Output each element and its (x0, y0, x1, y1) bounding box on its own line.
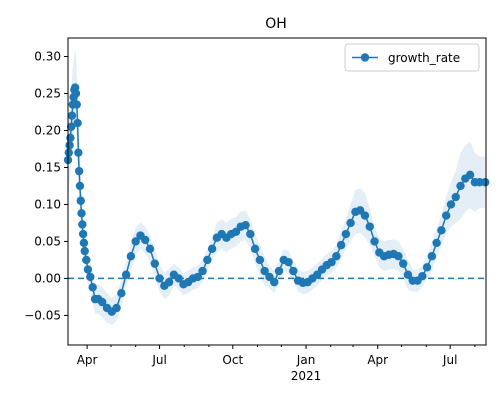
growth-rate-point (432, 238, 441, 248)
growth-rate-point (82, 255, 91, 265)
legend-marker (360, 53, 370, 62)
growth-rate-point (422, 263, 432, 272)
y-tick-label: 0.05 (34, 234, 61, 248)
growth-rate-point (456, 181, 465, 191)
plot-frame (67, 37, 487, 346)
axes-layer: −0.05 0.00 0.05 0.10 0.15 0.20 0.25 0.30 Apr Jul O… (24, 37, 487, 383)
growth-rate-point (336, 240, 346, 250)
growth-rate-point (80, 246, 89, 256)
growth-rate-point (86, 272, 95, 282)
growth-rate-point (481, 178, 490, 187)
growth-rate-point (71, 89, 81, 98)
growth-rate-point (370, 237, 379, 246)
growth-rate-point (155, 274, 164, 283)
growth-rate-point (365, 222, 374, 231)
growth-rate-point (98, 297, 107, 307)
y-tick-label: 0.30 (34, 49, 61, 63)
growth-rate-point (145, 244, 155, 254)
growth-rate-point (174, 274, 183, 283)
series-layer (63, 83, 490, 316)
growth-rate-point (65, 141, 74, 150)
growth-rate-point (79, 238, 89, 248)
growth-rate-point (66, 133, 75, 143)
growth-rate-point (332, 252, 341, 261)
growth-rate-point (207, 244, 217, 254)
growth-rate-point (403, 270, 413, 279)
growth-rate-point (446, 200, 456, 209)
x-tick-label: Jul (151, 353, 166, 367)
x-tick-label: Apr (77, 353, 98, 367)
growth-rate-point (141, 235, 150, 245)
growth-rate-point (270, 277, 279, 287)
growth-rate-point (327, 257, 336, 267)
growth-rate-point (117, 289, 126, 298)
growth-rate-point (193, 272, 202, 282)
growth-rate-point (274, 266, 284, 276)
growth-rate-point (255, 255, 265, 265)
y-tick-label: 0.00 (34, 271, 61, 285)
growth-rate-point (284, 257, 293, 267)
growth-rate-point (437, 226, 446, 235)
x-tick-label: Jan (296, 353, 316, 367)
chart-title: OH (265, 16, 287, 32)
growth-rate-point (203, 255, 212, 265)
x-tick-label: Apr (367, 353, 388, 367)
growth-rate-point (465, 170, 475, 180)
growth-rate-point (341, 229, 351, 239)
growth-rate-point (198, 266, 207, 276)
x-tick-label: Oct (222, 353, 243, 367)
x-year-label: 2021 (291, 369, 322, 383)
growth-rate-point (398, 259, 408, 268)
growth-rate-point (394, 252, 403, 261)
legend-box (344, 43, 480, 72)
legend: growth_rate (344, 43, 480, 72)
growth-rate-point (289, 266, 298, 276)
growth-rate-point (76, 196, 85, 205)
y-tick-label: 0.10 (34, 197, 61, 211)
growth-rate-point (66, 122, 76, 131)
growth-rate-point (78, 229, 88, 239)
growth-rate-point (150, 259, 159, 268)
growth-rate-point (241, 220, 250, 230)
growth-rate-point (88, 283, 97, 292)
growth-rate-point (72, 100, 81, 109)
growth-rate-point (121, 270, 131, 279)
growth-rate-point (418, 272, 427, 281)
y-tick-label: 0.20 (34, 123, 61, 137)
growth-rate-point (78, 220, 87, 229)
growth-rate-point (126, 252, 136, 261)
growth-rate-point (112, 303, 121, 313)
growth-rate-point (67, 111, 77, 120)
legend-label: growth_rate (388, 51, 460, 65)
growth-rate-point (427, 252, 437, 261)
growth-rate-point (246, 229, 255, 239)
growth-rate-point (74, 148, 83, 157)
growth-rate-point (73, 118, 82, 128)
growth-rate-point (451, 192, 460, 202)
growth-rate-point (441, 211, 451, 220)
x-tick-label: Jul (442, 353, 457, 367)
y-tick-label: 0.25 (34, 86, 61, 100)
growth-rate-point (83, 265, 93, 274)
growth-rate-point (77, 209, 86, 218)
y-tick-label: −0.05 (24, 308, 61, 322)
growth-rate-point (250, 244, 260, 254)
growth-rate-point (74, 166, 84, 176)
growth-rate-point (346, 218, 355, 228)
growth-rate-point (360, 211, 370, 220)
growth-rate-point (131, 237, 140, 246)
y-tick-label: 0.15 (34, 160, 61, 174)
growth-rate-point (75, 181, 85, 191)
growth-rate-point (64, 148, 73, 157)
growth-rate-point (164, 277, 174, 287)
growth-rate-point (260, 266, 269, 276)
